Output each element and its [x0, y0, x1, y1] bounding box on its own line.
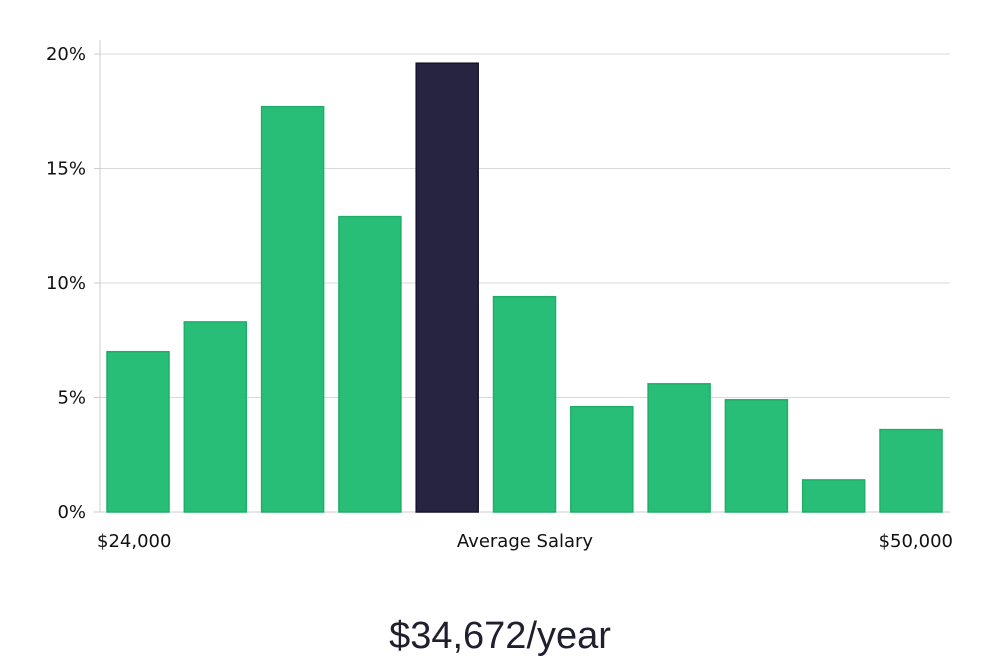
x-label-max: $50,000 — [879, 531, 953, 552]
bar — [724, 399, 789, 513]
y-axis-ticks: 0% 5% 10% 15% 20% — [46, 44, 100, 523]
bar — [879, 428, 943, 513]
bar — [338, 215, 402, 513]
y-tick-label: 5% — [57, 388, 86, 409]
bars — [106, 62, 943, 513]
y-tick-label: 0% — [57, 502, 86, 523]
bar-average-salary — [415, 62, 479, 513]
bar — [801, 479, 866, 513]
bar — [492, 295, 557, 513]
bar — [260, 105, 325, 513]
y-tick-label: 15% — [46, 159, 86, 180]
bar — [106, 350, 170, 513]
y-tick-label: 20% — [46, 44, 86, 65]
bar — [183, 321, 248, 513]
bar — [570, 405, 634, 513]
bar — [647, 383, 711, 513]
y-tick-label: 10% — [46, 273, 86, 294]
x-label-min: $24,000 — [97, 531, 171, 552]
average-salary-value: $34,672/year — [389, 615, 611, 657]
x-label-average-salary: Average Salary — [457, 531, 594, 552]
